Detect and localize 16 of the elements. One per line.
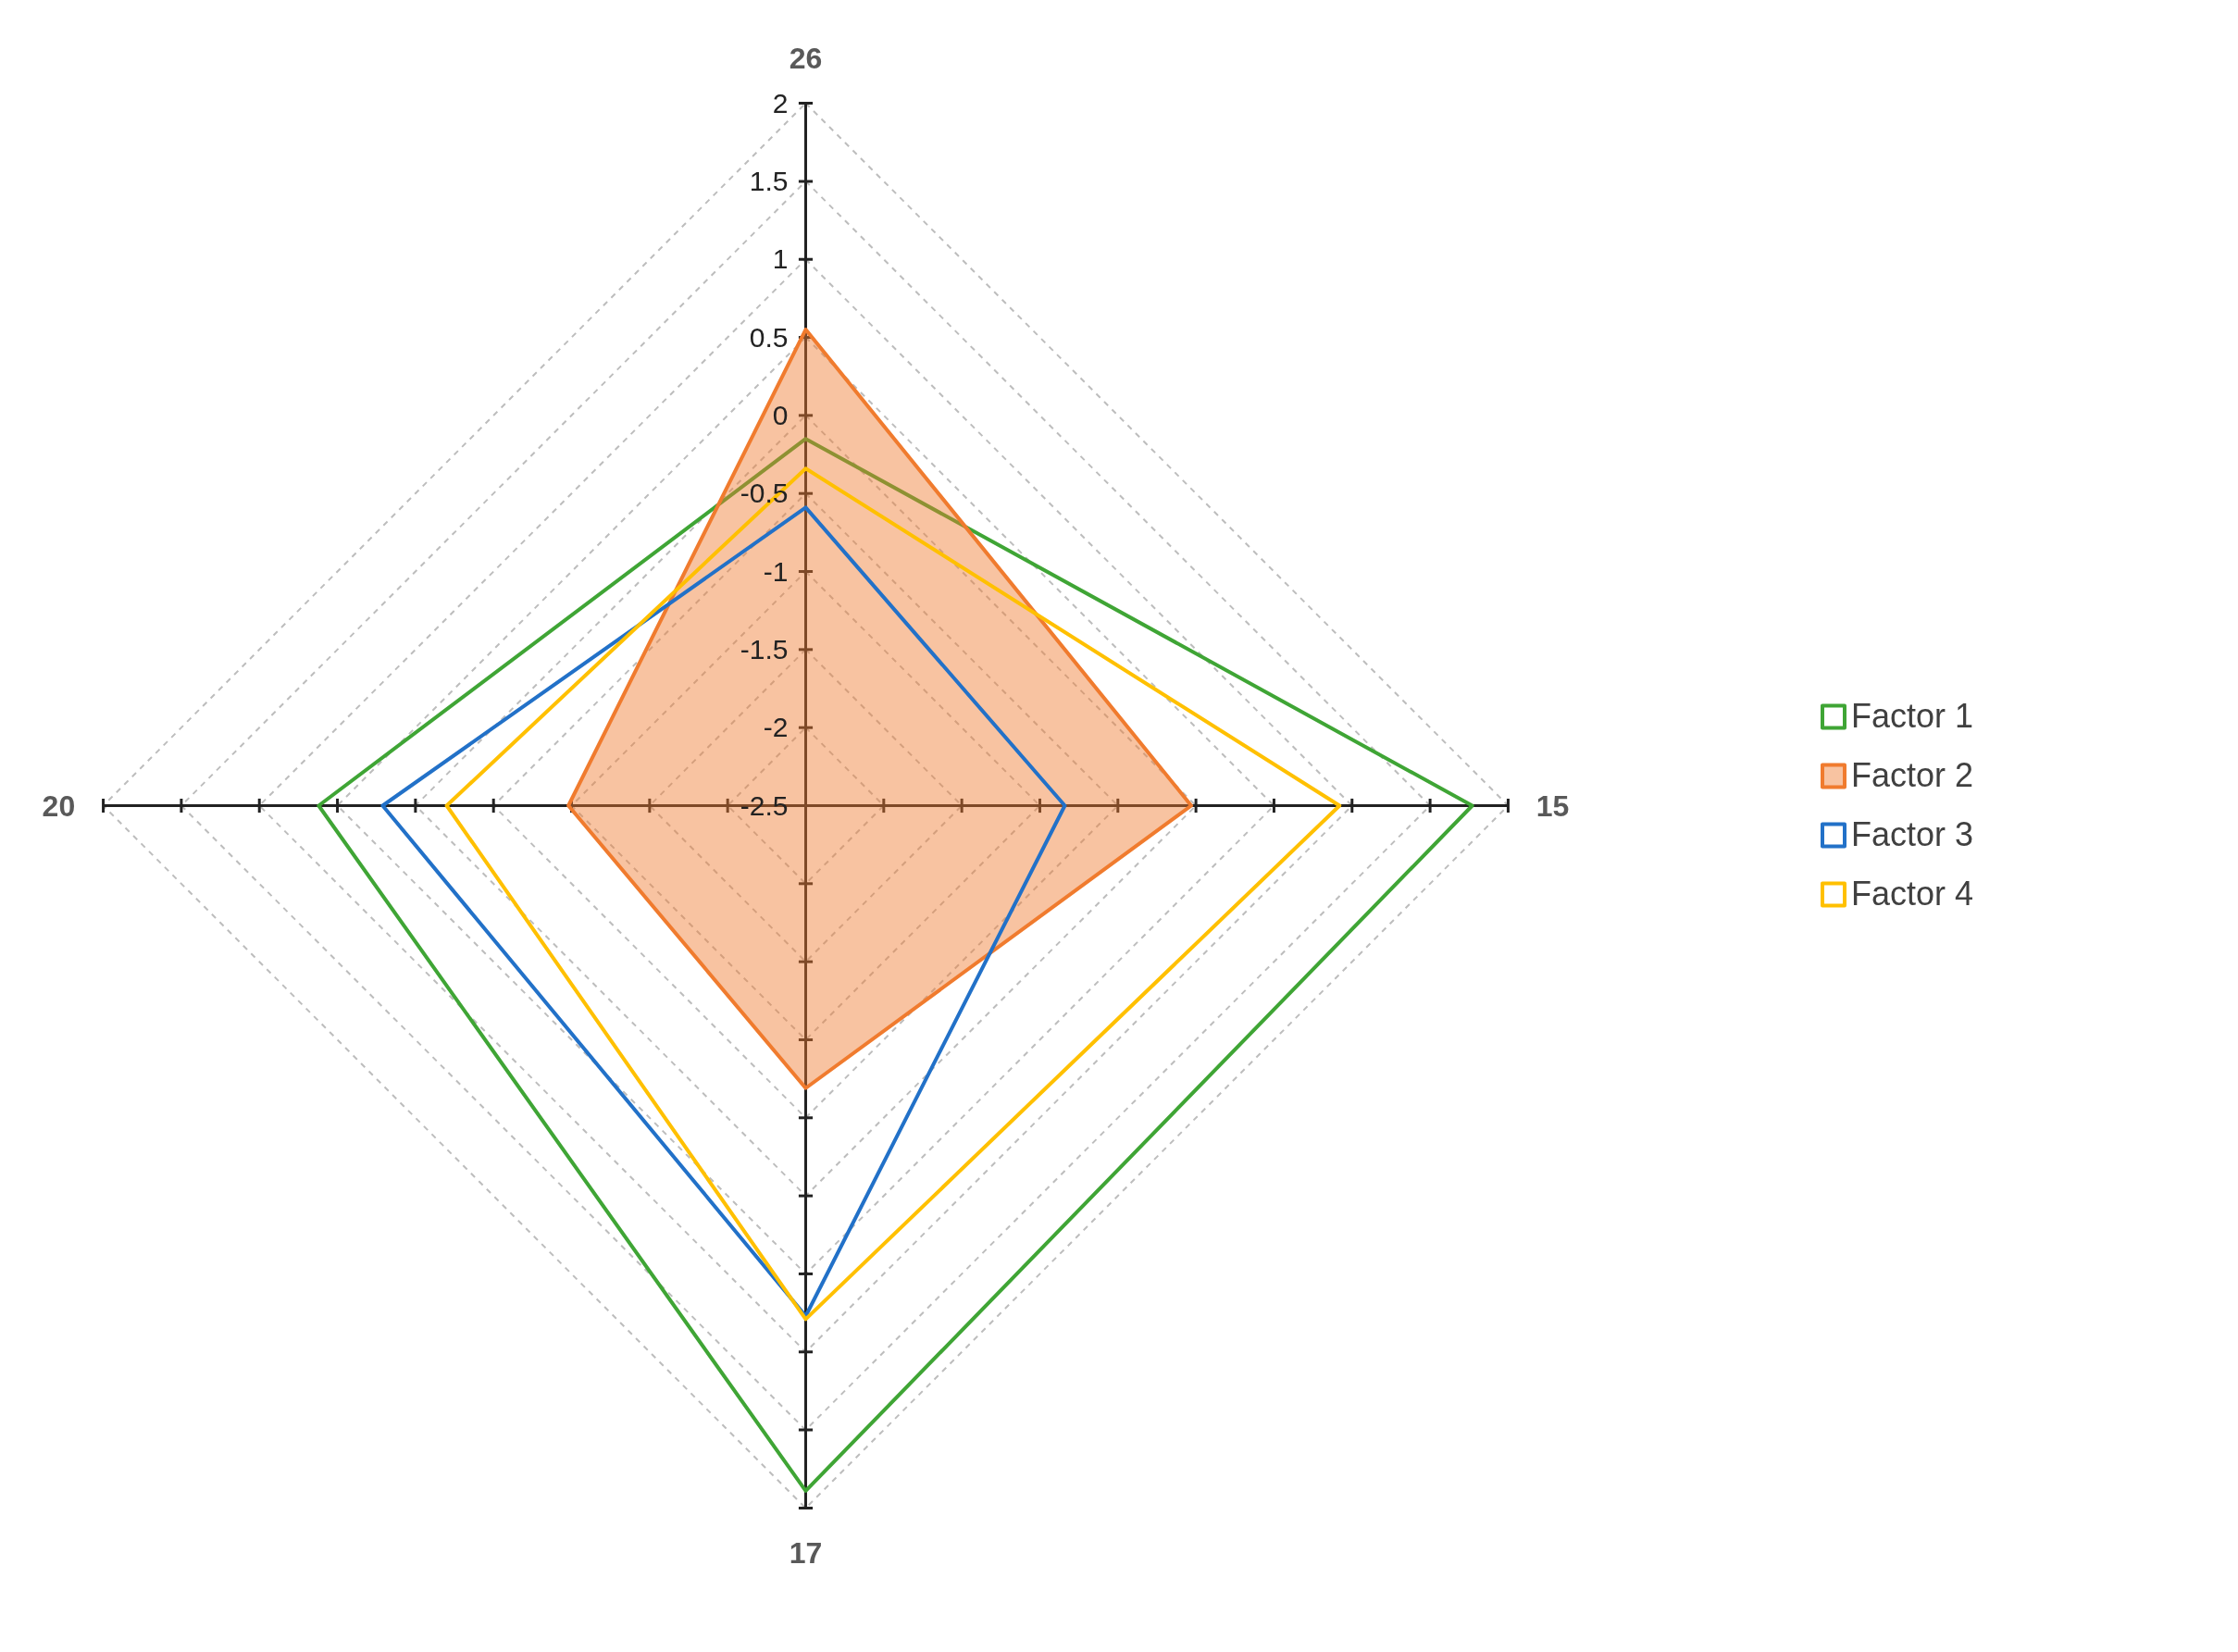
y-tick-label: 1: [772, 243, 789, 275]
y-tick-label: 0.5: [749, 321, 789, 353]
legend-label: Factor 4: [1850, 875, 1974, 913]
y-tick-label: 2: [772, 87, 789, 118]
spoke-label: 15: [1536, 789, 1570, 823]
y-tick-label: -2: [763, 712, 789, 743]
legend-label: Factor 3: [1850, 815, 1974, 854]
spoke-label: 20: [42, 789, 76, 823]
legend-label: Factor 2: [1850, 756, 1974, 795]
spoke-label: 17: [789, 1536, 823, 1571]
spoke-label: 26: [789, 41, 823, 75]
legend-label: Factor 1: [1850, 697, 1974, 736]
y-tick-label: 0: [772, 399, 789, 430]
y-tick-label: -1.5: [740, 633, 789, 665]
y-tick-label: 1.5: [749, 165, 789, 196]
y-tick-label: -1: [763, 555, 789, 587]
